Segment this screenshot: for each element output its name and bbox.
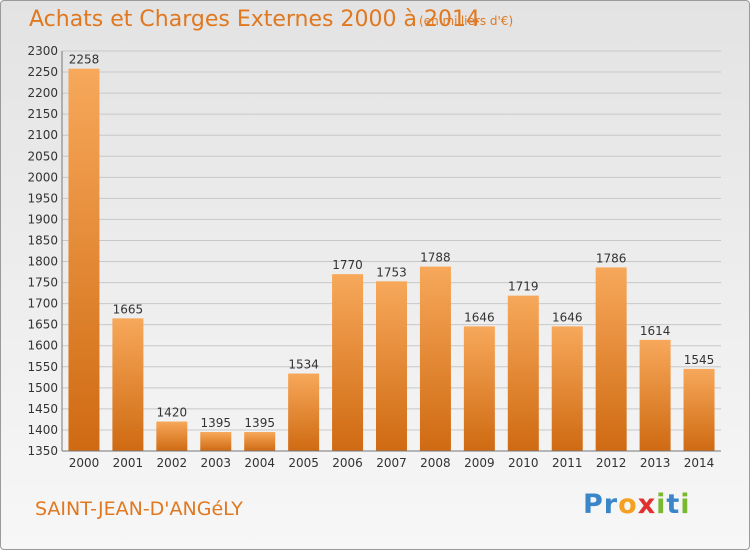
chart-title: Achats et Charges Externes 2000 à 2014 <box>29 7 480 32</box>
bar <box>376 281 407 451</box>
bar-value-label: 1395 <box>200 416 231 430</box>
x-axis-tick-labels: 2000 2001 2002 2003 2004 2005 2006 2007 2008 2009… <box>69 456 715 470</box>
y-tick-label: 2150 <box>27 107 58 121</box>
logo-letter: i <box>656 489 667 520</box>
y-tick-label: 1850 <box>27 233 58 247</box>
y-tick-label: 1750 <box>27 276 58 290</box>
bar <box>419 266 451 451</box>
bar <box>68 68 100 452</box>
y-tick-label: 1350 <box>27 444 58 458</box>
bar-value-label: 1788 <box>420 251 451 265</box>
x-tick-label: 2011 <box>552 456 583 470</box>
y-tick-label: 1650 <box>27 318 58 332</box>
x-tick-label: 2002 <box>157 456 188 470</box>
y-tick-label: 1950 <box>27 191 58 205</box>
bar-value-label: 1614 <box>640 324 671 338</box>
x-tick-label: 2000 <box>69 456 100 470</box>
bar <box>507 295 539 451</box>
y-tick-label: 2000 <box>27 170 58 184</box>
y-tick-label: 1400 <box>27 423 58 437</box>
bar-value-label: 1395 <box>244 416 275 430</box>
y-tick-label: 2300 <box>27 44 58 58</box>
bar-value-labels: 2258 1665 1420 1395 1395 1534 1770 1753 1788 1646… <box>69 53 715 430</box>
bar <box>639 339 671 451</box>
bars <box>68 68 715 452</box>
y-tick-label: 1550 <box>27 360 58 374</box>
logo-letter: o <box>618 489 638 520</box>
y-tick-label: 1900 <box>27 212 58 226</box>
bar-value-label: 1770 <box>332 258 363 272</box>
chart-subtitle: (en milliers d'€) <box>419 14 514 28</box>
bar <box>156 421 188 451</box>
x-tick-label: 2005 <box>288 456 319 470</box>
x-tick-label: 2007 <box>376 456 407 470</box>
y-tick-label: 2050 <box>27 149 58 163</box>
y-tick-label: 1800 <box>27 255 58 269</box>
logo-letter: r <box>603 489 619 520</box>
bar <box>200 432 232 451</box>
bar-value-label: 1534 <box>288 358 319 372</box>
bar <box>332 274 364 451</box>
x-tick-label: 2006 <box>332 456 363 470</box>
bar <box>595 267 627 451</box>
bar-value-label: 2258 <box>69 53 100 67</box>
town-name: SAINT-JEAN-D'ANGéLY <box>35 498 243 520</box>
proxiti-logo[interactable]: Proxiti <box>583 489 691 520</box>
bar-value-label: 1753 <box>376 265 407 279</box>
y-tick-label: 2100 <box>27 128 58 142</box>
bar-value-label: 1420 <box>157 406 188 420</box>
logo-letter: x <box>637 489 657 520</box>
y-tick-label: 1600 <box>27 339 58 353</box>
bar <box>288 373 320 451</box>
logo-letter: P <box>583 489 604 520</box>
logo-letter: i <box>680 489 691 520</box>
bar <box>463 326 495 451</box>
bar-value-label: 1646 <box>464 310 495 324</box>
x-tick-label: 2010 <box>508 456 539 470</box>
bar <box>551 326 583 451</box>
x-tick-label: 2004 <box>244 456 275 470</box>
x-tick-label: 2013 <box>640 456 671 470</box>
y-tick-label: 2250 <box>27 65 58 79</box>
bar-value-label: 1646 <box>552 310 583 324</box>
bar <box>683 368 715 451</box>
x-tick-label: 2014 <box>684 456 715 470</box>
logo-letter: t <box>666 489 681 520</box>
bar <box>112 318 144 451</box>
bar <box>244 432 276 451</box>
axes <box>61 51 721 452</box>
y-tick-label: 2200 <box>27 86 58 100</box>
bar-value-label: 1545 <box>684 353 715 367</box>
x-tick-label: 2008 <box>420 456 451 470</box>
y-axis-tick-labels: 1350 1400 1450 1500 1550 1600 1650 1700 1750 1800… <box>27 44 58 458</box>
x-tick-label: 2009 <box>464 456 495 470</box>
x-tick-label: 2001 <box>113 456 144 470</box>
x-tick-label: 2012 <box>596 456 627 470</box>
bar-value-label: 1719 <box>508 280 539 294</box>
bar-value-label: 1786 <box>596 251 627 265</box>
y-tick-label: 1500 <box>27 381 58 395</box>
y-tick-label: 1450 <box>27 402 58 416</box>
bar-value-label: 1665 <box>113 302 144 316</box>
y-tick-label: 1700 <box>27 297 58 311</box>
x-tick-label: 2003 <box>200 456 231 470</box>
